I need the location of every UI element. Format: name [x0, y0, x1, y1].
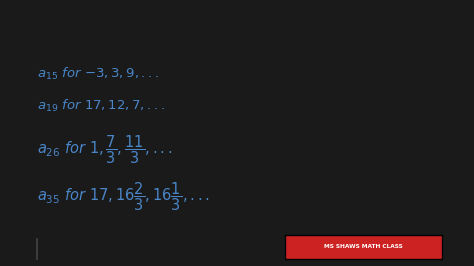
Text: $a_{19}\ for\ 17,12,7,...$: $a_{19}\ for\ 17,12,7,...$ — [36, 98, 164, 114]
Text: $a_{15}\ for\ {-3},3,9,...$: $a_{15}\ for\ {-3},3,9,...$ — [36, 66, 159, 82]
Text: $a_{26}\ for\ 1,\dfrac{7}{3},\dfrac{11}{3},...$: $a_{26}\ for\ 1,\dfrac{7}{3},\dfrac{11}{… — [36, 133, 172, 165]
Text: sequence.  $a_n = a_1 + (n-1)d$: sequence. $a_n = a_1 + (n-1)d$ — [36, 32, 228, 49]
Text: Find the indicated term in each arithmetic: Find the indicated term in each arithmet… — [36, 10, 318, 23]
Text: MS SHAWS MATH CLASS: MS SHAWS MATH CLASS — [324, 244, 403, 249]
FancyBboxPatch shape — [285, 235, 442, 259]
Text: $a_{35}\ for\ 17,16\dfrac{2}{3},16\dfrac{1}{3},...$: $a_{35}\ for\ 17,16\dfrac{2}{3},16\dfrac… — [36, 181, 210, 213]
